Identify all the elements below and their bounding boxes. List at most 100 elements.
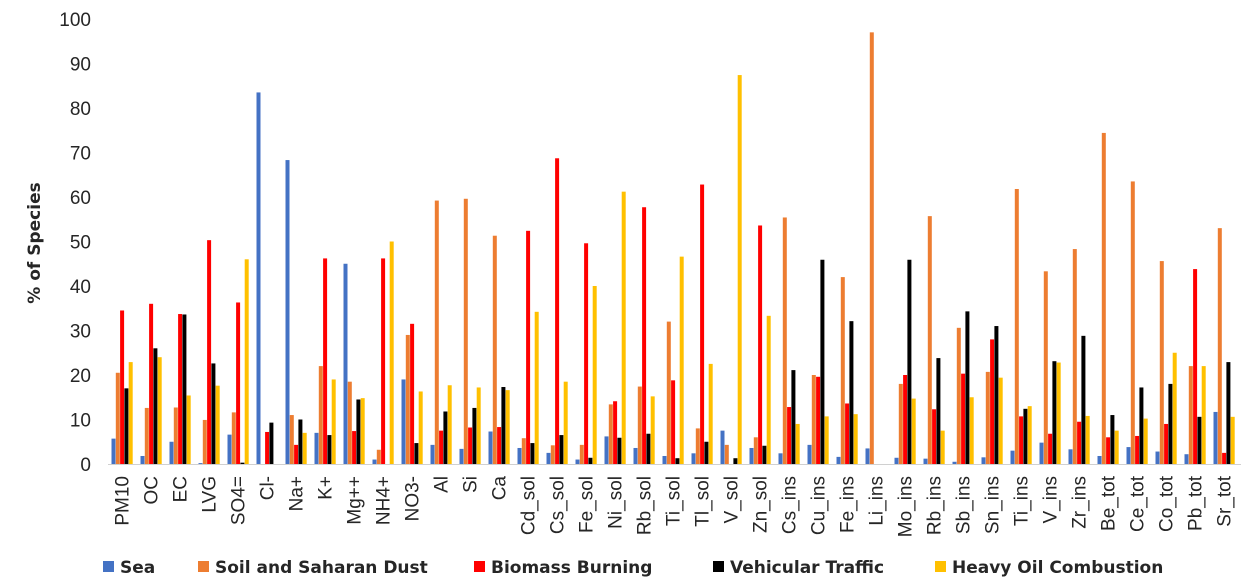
x-tick-label: Ti_sol: [663, 476, 684, 526]
bar-vehicular-traffic-Cu_ins: [820, 259, 825, 464]
bar-sea-Cd_sol: [517, 447, 522, 464]
bar-sea-Sn_ins: [981, 457, 986, 464]
bar-vehicular-traffic-Na+: [298, 419, 303, 464]
bar-sea-Sb_ins: [952, 461, 957, 464]
x-tick-label: Rb_ins: [924, 476, 945, 535]
bar-biomass-burning-Sr_tot: [1222, 452, 1227, 465]
bar-heavy-oil-combustion-NO3-: [418, 391, 423, 464]
y-axis-label: % of Species: [25, 182, 45, 303]
x-tick-label: Zn_sol: [750, 476, 771, 533]
y-tick-label: 70: [70, 144, 91, 165]
bar-sea-Ni_sol: [604, 436, 609, 464]
bar-heavy-oil-combustion-Rb_ins: [940, 430, 945, 465]
y-tick-label: 10: [70, 411, 91, 432]
bar-sea-Mo_ins: [894, 457, 899, 464]
bar-biomass-burning-Cs_sol: [555, 158, 560, 464]
x-tick-label: SO4=: [228, 476, 249, 525]
bar-vehicular-traffic-NO3-: [414, 443, 419, 464]
bar-sea-Rb_sol: [633, 447, 638, 464]
bar-soil-and-saharan-dust-Pb_tot: [1188, 366, 1193, 464]
x-tick-label: V_ins: [1040, 476, 1061, 524]
bar-heavy-oil-combustion-Ni_sol: [621, 191, 626, 464]
y-tick-label: 80: [70, 99, 91, 120]
y-tick-label: 0: [80, 455, 91, 476]
bar-soil-and-saharan-dust-Fe_sol: [579, 444, 584, 464]
x-tick-label: K+: [315, 476, 336, 500]
x-tick-label: Rb_sol: [634, 476, 655, 535]
bar-soil-and-saharan-dust-Ni_sol: [608, 404, 613, 464]
x-tick-label: NH4+: [373, 476, 394, 525]
bar-sea-V_ins: [1039, 442, 1044, 464]
x-tick-label: Al: [431, 476, 452, 493]
bar-soil-and-saharan-dust-Cu_ins: [811, 375, 816, 464]
legend-swatch: [935, 561, 946, 572]
bar-sea-Mg++: [343, 263, 348, 464]
legend-swatch: [474, 561, 485, 572]
bar-vehicular-traffic-Ce_tot: [1139, 387, 1144, 464]
bar-vehicular-traffic-Ti_sol: [675, 458, 680, 464]
x-tick-label: Sb_ins: [953, 476, 974, 534]
bar-vehicular-traffic-Sb_ins: [965, 311, 970, 464]
bar-heavy-oil-combustion-Rb_sol: [650, 396, 655, 464]
x-tick-label: Cd_sol: [518, 476, 539, 535]
bar-heavy-oil-combustion-Tl_sol: [708, 363, 713, 465]
bar-sea-Ce_tot: [1126, 447, 1131, 464]
bar-heavy-oil-combustion-Cs_sol: [563, 381, 568, 464]
legend-label: Vehicular Traffic: [730, 558, 884, 578]
bar-soil-and-saharan-dust-Li_ins: [869, 32, 874, 464]
bar-heavy-oil-combustion-Fe_sol: [592, 286, 597, 464]
y-tick-label: 100: [59, 10, 91, 31]
x-tick-label: PM10: [112, 476, 133, 526]
bar-soil-and-saharan-dust-V_sol: [724, 444, 729, 464]
x-tick-label: Cs_ins: [779, 476, 800, 534]
bar-vehicular-traffic-Ti_ins: [1023, 408, 1028, 464]
bar-biomass-burning-K+: [323, 258, 328, 464]
bar-soil-and-saharan-dust-Mo_ins: [898, 383, 903, 464]
bar-sea-V_sol: [720, 430, 725, 465]
bar-heavy-oil-combustion-Co_tot: [1172, 352, 1177, 464]
bar-soil-and-saharan-dust-Cd_sol: [521, 438, 526, 464]
bar-heavy-oil-combustion-Na+: [302, 432, 307, 464]
bar-biomass-burning-SO4=: [236, 302, 241, 464]
bar-heavy-oil-combustion-Cd_sol: [534, 311, 539, 464]
bar-soil-and-saharan-dust-V_ins: [1043, 271, 1048, 464]
bar-soil-and-saharan-dust-Sr_tot: [1217, 228, 1222, 464]
bar-biomass-burning-Co_tot: [1164, 423, 1169, 464]
bar-biomass-burning-Sb_ins: [961, 373, 966, 464]
bar-sea-Cl-: [256, 92, 261, 465]
x-tick-label: NO3-: [402, 476, 423, 521]
bar-vehicular-traffic-Si: [472, 407, 477, 464]
bar-biomass-burning-V_ins: [1048, 433, 1053, 464]
bar-vehicular-traffic-Sn_ins: [994, 326, 999, 464]
bar-vehicular-traffic-Fe_ins: [849, 321, 854, 464]
x-tick-label: Si: [460, 476, 481, 493]
x-tick-label: Ca: [489, 476, 510, 501]
bar-vehicular-traffic-Cd_sol: [530, 443, 535, 464]
bar-heavy-oil-combustion-OC: [157, 357, 162, 464]
x-tick-label: Sn_ins: [982, 476, 1003, 534]
bar-soil-and-saharan-dust-Be_tot: [1101, 132, 1106, 465]
x-tick-label: Zr_ins: [1069, 476, 1090, 529]
bar-soil-and-saharan-dust-K+: [318, 366, 323, 464]
bar-biomass-burning-Cu_ins: [816, 376, 821, 464]
bar-vehicular-traffic-V_ins: [1052, 361, 1057, 464]
bar-vehicular-traffic-LVG: [211, 363, 216, 464]
bar-sea-Ca: [488, 431, 493, 464]
bar-biomass-burning-OC: [149, 303, 154, 464]
bar-biomass-burning-LVG: [207, 240, 212, 464]
bar-soil-and-saharan-dust-Ti_sol: [666, 321, 671, 464]
bar-biomass-burning-Mg++: [352, 431, 357, 464]
bar-biomass-burning-Be_tot: [1106, 437, 1111, 464]
bar-vehicular-traffic-Al: [443, 411, 448, 464]
x-tick-label: Fe_sol: [576, 476, 597, 533]
legend-swatch: [103, 561, 114, 572]
bar-sea-Cs_sol: [546, 452, 551, 465]
bar-sea-Ti_sol: [662, 455, 667, 464]
bar-biomass-burning-Cs_ins: [787, 407, 792, 464]
bar-biomass-burning-NO3-: [410, 323, 415, 464]
bar-vehicular-traffic-Ca: [501, 387, 506, 464]
bar-heavy-oil-combustion-SO4=: [244, 259, 249, 464]
bar-sea-Cs_ins: [778, 453, 783, 464]
x-tick-label: Ni_sol: [605, 476, 626, 529]
bar-vehicular-traffic-Mg++: [356, 399, 361, 464]
